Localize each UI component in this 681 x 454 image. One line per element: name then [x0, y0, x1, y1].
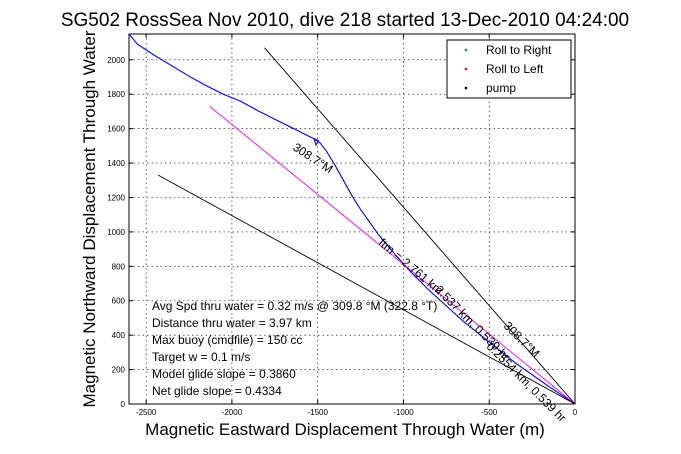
legend-box	[446, 39, 572, 99]
legend-items: Roll to Right Roll to Left pump	[464, 43, 552, 95]
x-tick-label: 0	[573, 408, 578, 417]
x-tick-label: -500	[481, 408, 498, 417]
legend-marker	[464, 48, 468, 52]
annotation-line: Distance thru water = 3.97 km	[152, 316, 312, 330]
x-tick-label: -1000	[393, 408, 414, 417]
x-axis: -2500 -2000 -1500 -1000 -500 0	[136, 34, 578, 417]
line-label: 308.7°M	[290, 140, 335, 176]
series-line-2	[157, 174, 576, 405]
annotation-line: Avg Spd thru water = 0.32 m/s @ 309.8 °M…	[152, 299, 437, 313]
series-line-0	[128, 33, 576, 405]
legend-label: Roll to Left	[486, 62, 544, 76]
annotation-line: Target w = 0.1 m/s	[152, 350, 250, 364]
legend-label: Roll to Right	[486, 43, 552, 57]
y-tick-label: 2000	[107, 56, 125, 65]
series-line-1	[209, 105, 576, 405]
y-tick-label: 1200	[107, 193, 125, 202]
y-tick-label: 1800	[107, 90, 125, 99]
x-axis-label: Magnetic Eastward Displacement Through W…	[145, 420, 545, 439]
x-tick-label: -2000	[222, 408, 243, 417]
legend: Roll to Right Roll to Left pump	[446, 39, 572, 99]
y-tick-label: 200	[112, 366, 126, 375]
y-axis: 0 200 400 600 800 1000 1200 1400 1600 1800 2000	[107, 56, 575, 409]
x-tick-label: -1500	[307, 408, 328, 417]
y-tick-label: 600	[112, 297, 126, 306]
legend-label: pump	[486, 81, 516, 95]
legend-marker	[464, 67, 468, 71]
annotation-block: Avg Spd thru water = 0.32 m/s @ 309.8 °M…	[152, 299, 437, 398]
legend-marker	[464, 86, 468, 90]
series-line-3	[264, 47, 576, 405]
y-tick-label: 1600	[107, 125, 125, 134]
annotation-line: Max buoy (cmdfile) = 150 cc	[152, 333, 302, 347]
y-tick-label: 0	[121, 400, 126, 409]
y-axis-label: Magnetic Northward Displacement Through …	[80, 30, 99, 407]
plot-frame	[128, 33, 576, 405]
chart-title: SG502 RossSea Nov 2010, dive 218 started…	[61, 10, 629, 31]
y-tick-label: 1000	[107, 228, 125, 237]
annotation-line: Net glide slope = 0.4334	[152, 384, 282, 398]
x-tick-label: -2500	[136, 408, 157, 417]
y-tick-label: 1400	[107, 159, 125, 168]
series-group	[128, 33, 576, 405]
annotation-line: Model glide slope = 0.3860	[152, 367, 296, 381]
y-tick-label: 800	[112, 262, 126, 271]
y-tick-label: 400	[112, 331, 126, 340]
